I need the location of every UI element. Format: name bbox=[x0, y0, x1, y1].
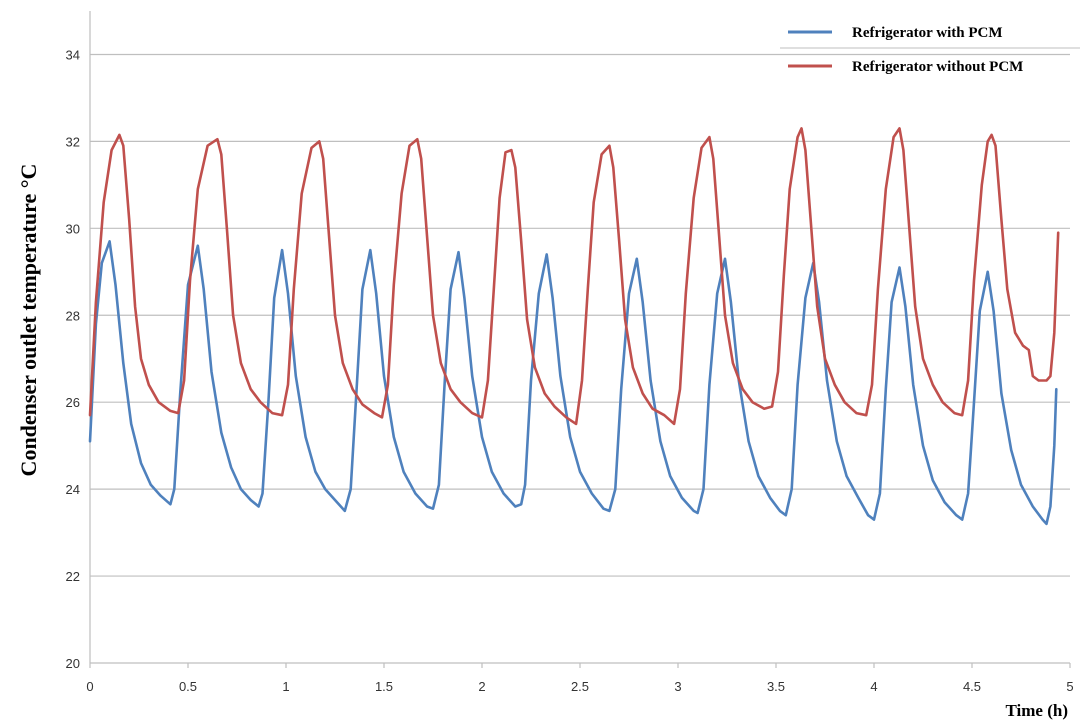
series-line-with-pcm bbox=[88, 240, 1058, 526]
y-tick-label: 20 bbox=[66, 656, 80, 671]
x-tick-label: 1.5 bbox=[375, 679, 393, 694]
x-tick-label: 5 bbox=[1066, 679, 1073, 694]
x-tick-label: 0.5 bbox=[179, 679, 197, 694]
y-tick-label: 34 bbox=[66, 47, 80, 62]
y-tick-label: 28 bbox=[66, 308, 80, 323]
y-axis-title: Condenser outlet temperature °C bbox=[16, 164, 41, 477]
legend: Refrigerator with PCM Refrigerator withou… bbox=[780, 25, 1080, 75]
x-tick-label: 2 bbox=[478, 679, 485, 694]
x-tick-label: 3 bbox=[674, 679, 681, 694]
y-tick-label: 32 bbox=[66, 134, 80, 149]
x-tick-label: 2.5 bbox=[571, 679, 589, 694]
legend-label: Refrigerator with PCM bbox=[852, 25, 1003, 41]
axes: 20 22 24 26 28 30 32 34 0 0.5 1 1.5 2 2.5 3 3.5 4 4.5 5 bbox=[66, 11, 1074, 694]
series-line-without-pcm bbox=[88, 127, 1060, 426]
x-tick-label: 1 bbox=[282, 679, 289, 694]
y-tick-label: 26 bbox=[66, 395, 80, 410]
series-lines bbox=[88, 127, 1060, 526]
x-tick-label: 4.5 bbox=[963, 679, 981, 694]
x-axis-title: Time (h) bbox=[1006, 701, 1069, 720]
x-tick-label: 0 bbox=[86, 679, 93, 694]
y-tick-label: 22 bbox=[66, 569, 80, 584]
y-tick-label: 24 bbox=[66, 482, 80, 497]
x-tick-label: 3.5 bbox=[767, 679, 785, 694]
y-tick-label: 30 bbox=[66, 221, 80, 236]
gridlines bbox=[90, 53, 1070, 577]
legend-label: Refrigerator without PCM bbox=[852, 59, 1023, 75]
x-tick-label: 4 bbox=[870, 679, 877, 694]
